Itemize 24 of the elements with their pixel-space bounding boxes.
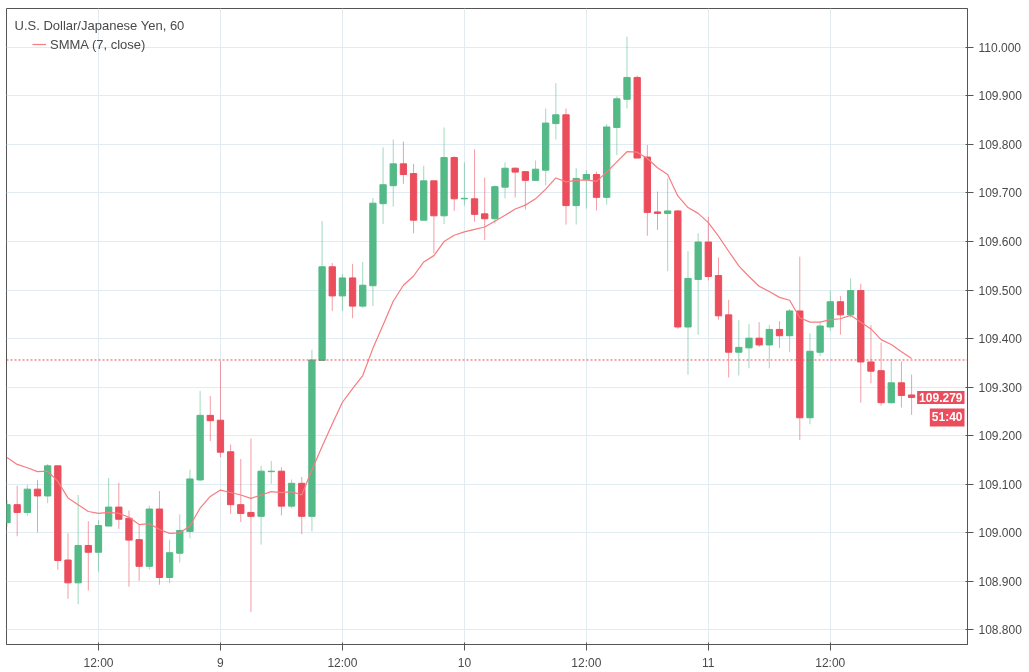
x-tick-label: 12:00 — [815, 655, 846, 670]
y-tick-label: 109.500 — [978, 283, 1023, 298]
y-tick-label: 109.700 — [978, 186, 1023, 201]
y-tick-label: 109.200 — [978, 429, 1023, 444]
x-tick-label: 10 — [457, 655, 472, 670]
x-tick-label: 12:00 — [83, 655, 114, 670]
y-tick-label: 109.100 — [978, 477, 1023, 492]
y-tick-label: 109.000 — [978, 526, 1023, 541]
y-tick-label: 108.800 — [978, 623, 1023, 638]
legend-label: SMMA (7, close) — [50, 36, 146, 52]
x-tick-label: 11 — [702, 655, 715, 670]
x-tick-label: 9 — [217, 655, 225, 670]
y-tick-label: 109.900 — [978, 89, 1023, 104]
text: U.S. Dollar/Japanese Yen, 60 — [14, 17, 185, 33]
x-tick-label: 12:00 — [327, 655, 358, 670]
y-tick-label: 108.900 — [978, 574, 1023, 589]
text: 109.279 — [919, 390, 963, 405]
y-tick-label: 110.000 — [978, 40, 1022, 55]
y-tick-label: 109.400 — [978, 332, 1023, 347]
y-tick-label: 109.800 — [978, 137, 1023, 152]
y-tick-label: 109.300 — [978, 380, 1023, 395]
y-tick-label: 109.600 — [978, 235, 1023, 250]
text: 51:40 — [931, 410, 963, 425]
x-tick-label: 12:00 — [571, 655, 602, 670]
